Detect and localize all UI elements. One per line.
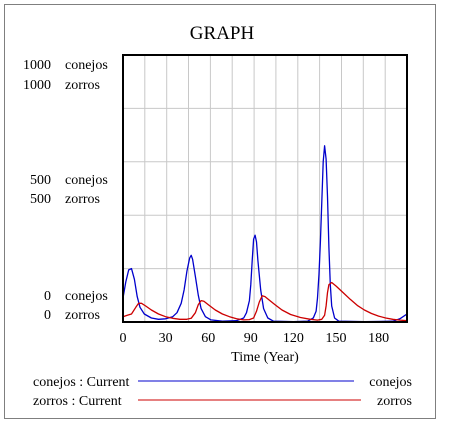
y-bottom-value-zorros: 0 (44, 308, 51, 323)
x-tick-label: 150 (326, 331, 347, 346)
y-mid-unit-zorros: zorros (65, 192, 100, 207)
x-tick-label: 120 (283, 331, 304, 346)
plot-area-border (122, 54, 408, 323)
legend-conejos-name: conejos (369, 375, 412, 390)
grid-lines (123, 55, 407, 322)
x-tick-label: 60 (201, 331, 215, 346)
series-lines (122, 145, 408, 323)
legend-zorros-name: zorros (377, 394, 412, 409)
series-line-conejos (122, 145, 408, 323)
series-line-zorros (122, 281, 408, 322)
chart-title: GRAPH (190, 23, 255, 44)
x-tick-label: 0 (120, 331, 127, 346)
x-tick-label: 90 (244, 331, 258, 346)
y-top-unit-conejos: conejos (65, 58, 108, 73)
y-bottom-unit-conejos: conejos (65, 289, 108, 304)
x-axis-title: Time (Year) (231, 350, 299, 365)
legend-conejos-label: conejos : Current (33, 375, 130, 390)
legend-zorros-label: zorros : Current (33, 394, 122, 409)
y-bottom-value-conejos: 0 (44, 289, 51, 304)
y-top-unit-zorros: zorros (65, 78, 100, 93)
y-bottom-unit-zorros: zorros (65, 308, 100, 323)
y-top-value-zorros: 1000 (23, 78, 51, 93)
x-tick-label: 30 (159, 331, 173, 346)
x-tick-label: 180 (368, 331, 389, 346)
y-mid-value-zorros: 500 (30, 192, 51, 207)
chart-frame: GRAPH 1000 conejos 1000 zorros 500 conej… (4, 4, 436, 419)
y-top-value-conejos: 1000 (23, 58, 51, 73)
x-tick-labels: 0 30 60 90 120 150 180 (120, 331, 390, 346)
line-chart: GRAPH 1000 conejos 1000 zorros 500 conej… (23, 23, 412, 409)
y-mid-value-conejos: 500 (30, 173, 51, 188)
y-mid-unit-conejos: conejos (65, 173, 108, 188)
